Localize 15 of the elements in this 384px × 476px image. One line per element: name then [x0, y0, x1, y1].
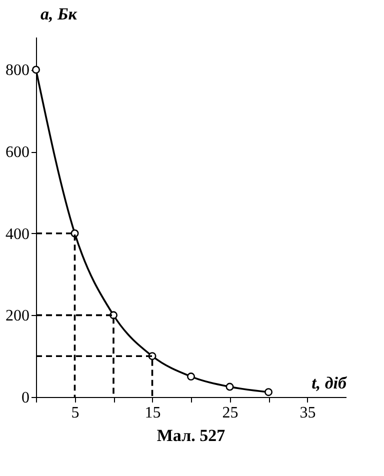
point: [264, 388, 273, 396]
y-tick-label: 400: [6, 226, 30, 243]
y-tick-label: 200: [6, 308, 30, 325]
x-tick-label: 25: [222, 404, 238, 422]
x-tick-label: 35: [300, 404, 316, 422]
text: Мал. 527: [156, 426, 226, 445]
point: [226, 382, 234, 391]
x-tick-label: 15: [144, 404, 161, 422]
y-tick-label: 600: [6, 144, 30, 162]
y-tick-label: 0: [22, 390, 30, 406]
x-axis-title: t, діб: [312, 374, 348, 392]
point: [186, 372, 196, 381]
y-axis-title: a, Бк: [40, 4, 78, 24]
x-tick-label: 5: [71, 404, 80, 422]
y-tick-label: 800: [6, 62, 30, 80]
